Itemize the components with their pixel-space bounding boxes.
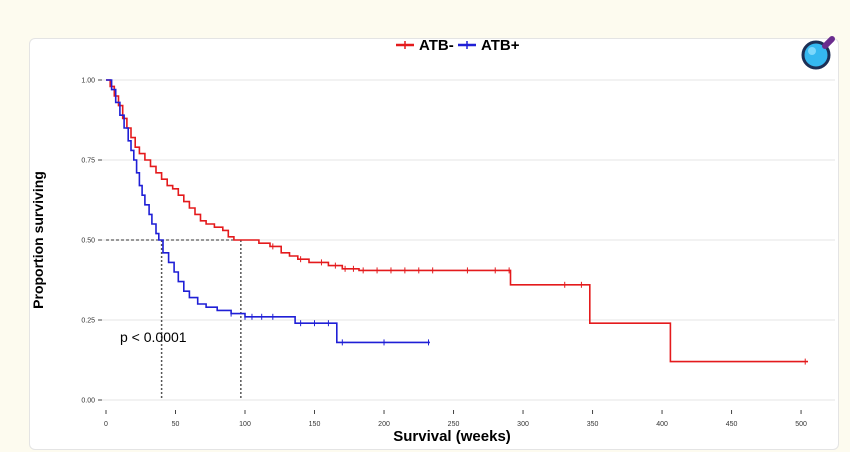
x-tick-label-7: 350 [587,421,599,428]
x-tick-label-5: 250 [448,421,460,428]
legend-label-atb-minus: ATB- [419,37,454,54]
chart-panel [29,38,839,450]
legend: ATB- ATB+ [396,37,520,54]
y-tick-label-0: 0.00 [81,398,95,405]
axis-layer: 0.00 0.25 0.50 0.75 1.00 0 50 100 150 200 250 300 35… [81,78,807,429]
x-tick-label-1: 50 [172,421,180,428]
magnifier-icon[interactable] [797,34,837,74]
y-tick-label-2: 0.50 [81,238,95,245]
y-tick-label-3: 0.75 [81,158,95,165]
median-reference-lines [106,239,242,400]
x-tick-label-3: 150 [309,421,321,428]
series-line-1 [106,79,430,344]
x-tick-label-2: 100 [239,421,251,428]
x-tick-label-0: 0 [104,421,108,428]
y-axis-title: Proportion surviving [30,171,46,309]
x-tick-label-4: 200 [378,421,390,428]
x-tick-label-8: 400 [656,421,668,428]
series-layer [106,79,808,365]
grid-layer [100,79,835,401]
x-tick-label-6: 300 [517,421,529,428]
x-axis-title: Survival (weeks) [393,428,511,445]
x-tick-label-9: 450 [726,421,738,428]
p-value-annotation: p < 0.0001 [120,329,187,345]
x-tick-label-10: 500 [795,421,807,428]
y-tick-label-1: 0.25 [81,318,95,325]
series-line-0 [106,79,808,363]
y-tick-label-4: 1.00 [81,78,95,85]
legend-label-atb-plus: ATB+ [481,37,520,54]
